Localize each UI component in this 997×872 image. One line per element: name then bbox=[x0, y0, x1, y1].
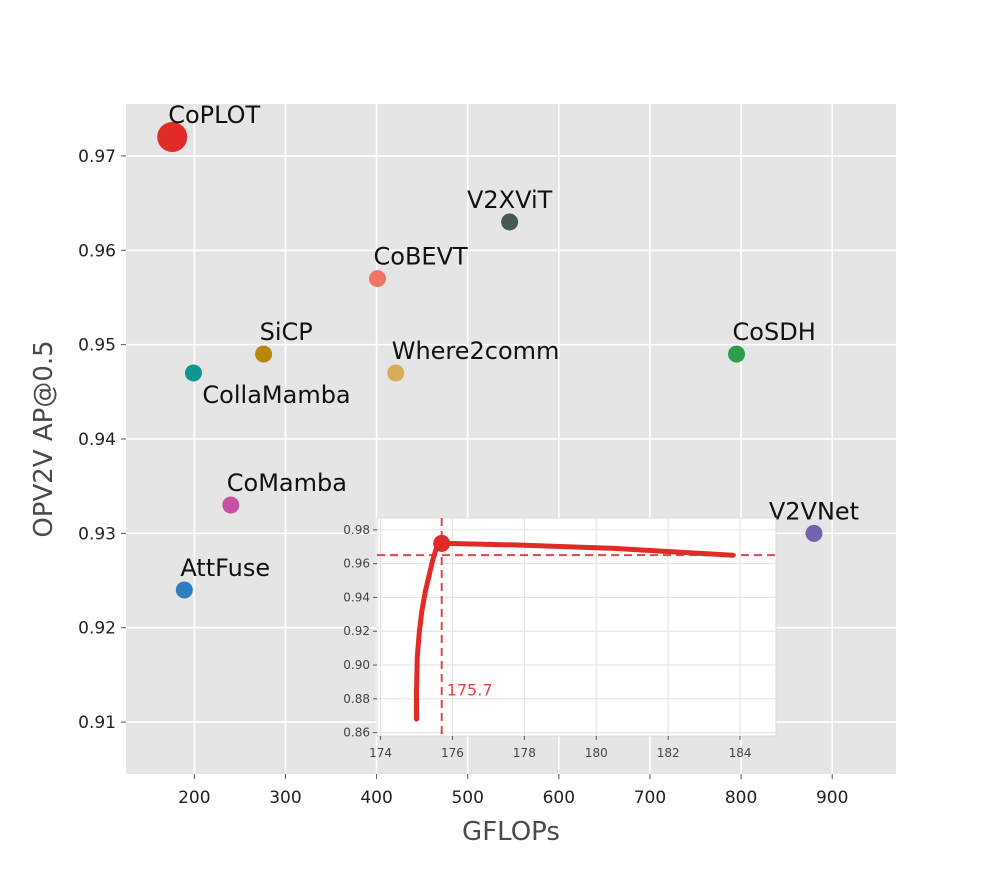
inset-annotation: 175.7 bbox=[447, 680, 493, 699]
inset-y-tick-label: 0.90 bbox=[343, 658, 370, 672]
x-tick-label: 700 bbox=[634, 788, 666, 808]
y-tick-label: 0.96 bbox=[78, 241, 116, 261]
inset-y-tick-label: 0.86 bbox=[343, 726, 370, 740]
point-label: V2VNet bbox=[769, 497, 859, 525]
axis-ticks: 200 300 400 500 600 700 800 900 0.91 0.92 0.93 0.94… bbox=[78, 147, 848, 808]
point-coplot bbox=[157, 122, 188, 153]
y-tick-label: 0.92 bbox=[78, 619, 116, 639]
inset-marker bbox=[433, 534, 451, 552]
point-label: CollaMamba bbox=[202, 381, 350, 409]
y-tick-label: 0.93 bbox=[78, 524, 116, 544]
point-v2xvit bbox=[501, 213, 519, 231]
point-collamamba bbox=[184, 364, 202, 382]
x-tick-label: 400 bbox=[360, 788, 392, 808]
point-label: AttFuse bbox=[180, 554, 270, 582]
data-points: CoPLOT V2XViT CoBEVT SiCP Where2comm CollaMam… bbox=[157, 101, 859, 599]
point-sicp bbox=[255, 345, 273, 363]
point-attfuse bbox=[175, 581, 193, 599]
y-tick-label: 0.95 bbox=[78, 336, 116, 356]
x-tick-label: 300 bbox=[269, 788, 301, 808]
x-tick-label: 500 bbox=[451, 788, 483, 808]
point-cobevt bbox=[369, 270, 387, 288]
point-label: CoMamba bbox=[227, 469, 347, 497]
y-axis-label: OPV2V AP@0.5 bbox=[29, 340, 59, 537]
inset-x-tick-label: 180 bbox=[585, 746, 608, 760]
point-where2comm bbox=[387, 364, 405, 382]
inset-x-tick-label: 174 bbox=[369, 746, 392, 760]
inset-curve bbox=[414, 540, 736, 722]
point-label: CoPLOT bbox=[168, 101, 260, 129]
inset-y-tick-label: 0.92 bbox=[343, 624, 370, 638]
point-label: SiCP bbox=[260, 318, 313, 346]
point-cosdh bbox=[728, 345, 746, 363]
inset-y-tick-label: 0.98 bbox=[343, 523, 370, 537]
inset-y-tick-label: 0.96 bbox=[343, 557, 370, 571]
point-v2vnet bbox=[805, 524, 823, 542]
point-label: CoBEVT bbox=[374, 243, 468, 271]
point-label: V2XViT bbox=[467, 186, 553, 214]
x-tick-label: 800 bbox=[725, 788, 757, 808]
y-tick-label: 0.97 bbox=[78, 147, 116, 167]
point-comamba bbox=[222, 496, 240, 514]
inset-x-tick-label: 176 bbox=[441, 746, 464, 760]
inset-x-tick-label: 182 bbox=[657, 746, 680, 760]
point-label: Where2comm bbox=[392, 337, 560, 365]
x-axis-label: GFLOPs bbox=[462, 817, 560, 847]
point-label: CoSDH bbox=[733, 318, 816, 346]
inset-y-tick-label: 0.94 bbox=[343, 590, 370, 604]
x-tick-label: 600 bbox=[543, 788, 575, 808]
x-tick-label: 200 bbox=[178, 788, 210, 808]
inset-chart: 174 176 178 180 182 184 0.86 0.88 0.90 0.92 0.94 0.… bbox=[343, 517, 777, 760]
inset-x-tick-label: 184 bbox=[729, 746, 752, 760]
inset-x-tick-label: 178 bbox=[513, 746, 536, 760]
y-tick-label: 0.91 bbox=[78, 713, 116, 733]
y-tick-label: 0.94 bbox=[78, 430, 116, 450]
x-tick-label: 900 bbox=[816, 788, 848, 808]
inset-y-tick-label: 0.88 bbox=[343, 692, 370, 706]
